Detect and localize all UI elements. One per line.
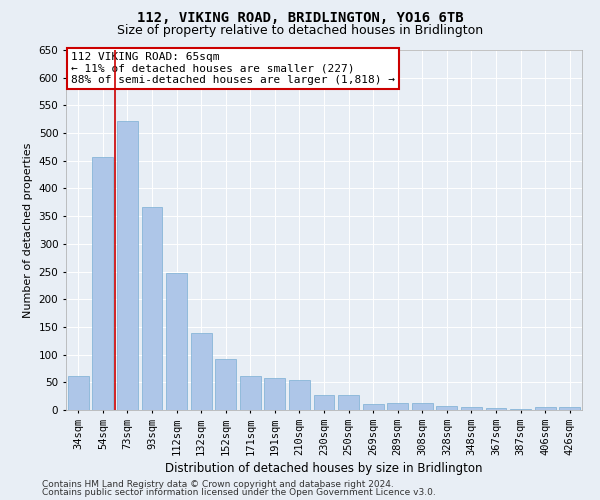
Y-axis label: Number of detached properties: Number of detached properties <box>23 142 33 318</box>
Bar <box>436 406 457 410</box>
Text: Size of property relative to detached houses in Bridlington: Size of property relative to detached ho… <box>117 24 483 37</box>
X-axis label: Distribution of detached houses by size in Bridlington: Distribution of detached houses by size … <box>165 462 483 475</box>
Bar <box>92 157 113 410</box>
Text: 112, VIKING ROAD, BRIDLINGTON, YO16 6TB: 112, VIKING ROAD, BRIDLINGTON, YO16 6TB <box>137 11 463 25</box>
Bar <box>510 409 531 410</box>
Bar <box>191 333 212 410</box>
Bar <box>485 408 506 410</box>
Bar <box>289 380 310 410</box>
Bar <box>215 359 236 410</box>
Bar <box>461 406 482 410</box>
Bar <box>314 395 334 410</box>
Bar <box>362 404 383 410</box>
Text: Contains public sector information licensed under the Open Government Licence v3: Contains public sector information licen… <box>42 488 436 497</box>
Bar <box>265 378 286 410</box>
Text: Contains HM Land Registry data © Crown copyright and database right 2024.: Contains HM Land Registry data © Crown c… <box>42 480 394 489</box>
Bar <box>387 404 408 410</box>
Bar <box>142 206 163 410</box>
Bar <box>559 407 580 410</box>
Bar <box>166 272 187 410</box>
Bar <box>535 406 556 410</box>
Bar <box>117 121 138 410</box>
Bar <box>338 395 359 410</box>
Bar <box>240 376 261 410</box>
Bar <box>412 404 433 410</box>
Text: 112 VIKING ROAD: 65sqm
← 11% of detached houses are smaller (227)
88% of semi-de: 112 VIKING ROAD: 65sqm ← 11% of detached… <box>71 52 395 85</box>
Bar <box>68 376 89 410</box>
